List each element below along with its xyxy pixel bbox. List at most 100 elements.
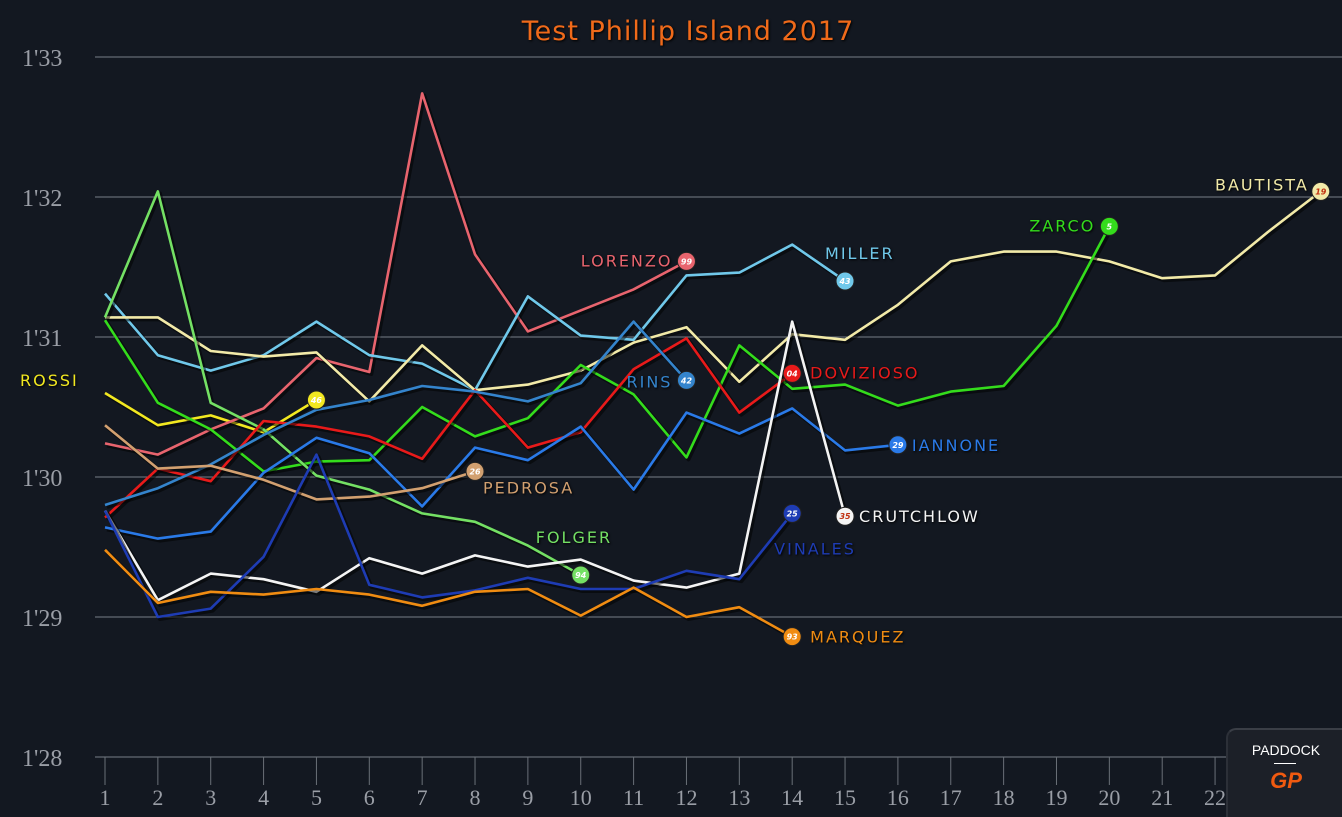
rider-label-marquez: MARQUEZ <box>810 628 905 647</box>
badge-number: 43 <box>838 277 851 286</box>
x-tick-label: 14 <box>781 785 803 810</box>
badge-circle <box>835 506 855 526</box>
rider-label-crutchlow: CRUTCHLOW <box>859 507 980 526</box>
badge-circle <box>676 251 696 271</box>
rider-badge-marquez: 93 <box>782 627 802 647</box>
rider-label-rins: RINS <box>626 372 672 391</box>
badge-circle <box>888 435 908 455</box>
badge-circle <box>676 370 696 390</box>
x-tick-label: 10 <box>570 785 592 810</box>
series-shadow-dovizioso <box>105 338 796 522</box>
badge-number: 46 <box>310 396 323 405</box>
x-tick-label: 22 <box>1204 785 1226 810</box>
rider-badge-miller: 43 <box>835 271 855 291</box>
rider-badge-bautista: 19 <box>1311 181 1331 201</box>
badge-number: 35 <box>839 512 851 521</box>
badge-number: 5 <box>1107 222 1113 231</box>
series-line-pedrosa <box>104 424 476 501</box>
x-tick-label: 1 <box>100 785 111 810</box>
x-tick-label: 20 <box>1098 785 1120 810</box>
rider-label-vinales: VINALES <box>774 539 856 558</box>
series-shadow-bautista <box>107 191 1324 406</box>
logo-divider <box>1274 763 1296 764</box>
rider-label-dovizioso: DOVIZIOSO <box>810 363 919 382</box>
rider-label-folger: FOLGER <box>536 528 612 547</box>
badge-number: 93 <box>787 633 799 642</box>
y-tick-label: 1'29 <box>22 606 62 632</box>
x-tick-label: 5 <box>311 785 322 810</box>
series-line-bautista <box>105 190 1322 403</box>
x-tick-label: 8 <box>470 785 481 810</box>
x-tick-label: 15 <box>834 785 856 810</box>
series-shadow-iannone <box>106 408 901 543</box>
series-line-iannone <box>104 407 899 540</box>
x-tick-label: 17 <box>940 785 962 810</box>
y-tick-label: 1'30 <box>22 466 62 492</box>
badge-circle <box>782 503 802 523</box>
x-tick-label: 2 <box>152 785 163 810</box>
rider-badge-lorenzo: 99 <box>676 251 696 271</box>
badge-circle <box>306 390 326 410</box>
rider-badge-iannone: 29 <box>888 435 908 455</box>
series-shadow-lorenzo <box>106 93 690 459</box>
y-tick-label: 1'31 <box>22 326 62 352</box>
paddock-gp-logo: PADDOCK GP <box>1226 728 1342 817</box>
x-tick-label: 12 <box>675 785 697 810</box>
rider-label-zarco: ZARCO <box>1029 216 1095 235</box>
rider-label-bautista: BAUTISTA <box>1215 175 1309 194</box>
badge-circle <box>1099 216 1119 236</box>
series-line-marquez <box>104 548 793 638</box>
rider-badge-pedrosa: 26 <box>465 461 485 481</box>
badge-number: 42 <box>680 376 693 385</box>
badge-circle <box>1311 181 1331 201</box>
x-tick-label: 21 <box>1151 785 1173 810</box>
x-tick-label: 3 <box>205 785 216 810</box>
rider-badge-crutchlow: 35 <box>835 506 855 526</box>
badge-circle <box>782 627 802 647</box>
x-tick-label: 7 <box>417 785 428 810</box>
badge-circle <box>835 271 855 291</box>
badge-circle <box>571 565 591 585</box>
series-line-rossi <box>104 391 318 434</box>
x-tick-label: 18 <box>993 785 1015 810</box>
badge-number: 26 <box>469 467 481 476</box>
x-tick-label: 9 <box>522 785 533 810</box>
badge-number: 29 <box>892 441 904 450</box>
x-tick-label: 19 <box>1045 785 1067 810</box>
x-tick-label: 16 <box>887 785 909 810</box>
y-tick-label: 1'32 <box>22 186 62 212</box>
badge-circle <box>782 363 802 383</box>
rider-badge-rossi: 46 <box>306 390 326 410</box>
badge-number: 99 <box>681 257 693 266</box>
rider-label-rossi: ROSSI <box>20 371 79 390</box>
badge-number: 94 <box>575 571 587 580</box>
series-line-miller <box>104 243 846 392</box>
badge-number: 19 <box>1315 187 1327 196</box>
rider-badge-vinales: 25 <box>782 503 802 523</box>
rider-label-pedrosa: PEDROSA <box>483 478 574 497</box>
y-tick-label: 1'28 <box>22 746 62 772</box>
series-shadow-rins <box>106 321 690 509</box>
series-shadow-miller <box>105 244 849 395</box>
chart-title: Test Phillip Island 2017 <box>521 16 855 47</box>
series-line-vinales <box>103 453 794 619</box>
badge-number: 04 <box>787 369 799 378</box>
rider-label-lorenzo: LORENZO <box>581 251 673 270</box>
badge-number: 25 <box>787 509 799 518</box>
x-tick-label: 11 <box>623 785 644 810</box>
rider-label-miller: MILLER <box>825 244 895 263</box>
x-tick-label: 13 <box>728 785 750 810</box>
rider-badge-folger: 94 <box>571 565 591 585</box>
rider-badge-rins: 42 <box>676 370 696 390</box>
badge-circle <box>465 461 485 481</box>
rider-badge-dovizioso: 04 <box>782 363 802 383</box>
rider-label-iannone: IANNONE <box>912 436 1000 455</box>
rider-badge-zarco: 5 <box>1099 216 1119 236</box>
x-tick-label: 4 <box>258 785 269 810</box>
series-line-lorenzo <box>104 92 688 456</box>
series-shadow-vinales <box>105 454 796 621</box>
logo-bottom-text: GP <box>1270 768 1302 793</box>
x-tick-label: 6 <box>364 785 375 810</box>
series-line-folger <box>103 190 582 577</box>
